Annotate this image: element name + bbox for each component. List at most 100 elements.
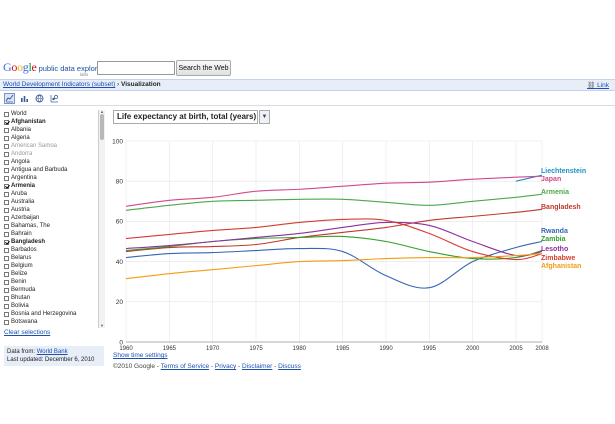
series-label[interactable]: Zimbabwe — [541, 255, 576, 262]
country-checkbox[interactable] — [4, 199, 9, 205]
country-checkbox[interactable] — [4, 295, 9, 301]
country-item[interactable]: Bolivia — [4, 302, 98, 310]
country-item[interactable]: Andorra — [4, 150, 98, 158]
country-item[interactable]: Bahamas, The — [4, 222, 98, 230]
show-time-settings-link[interactable]: Show time settings — [113, 352, 168, 359]
logo-product: public data explorer — [38, 64, 105, 73]
country-checkbox[interactable] — [4, 239, 9, 245]
series-label[interactable]: Rwanda — [541, 228, 568, 235]
country-checkbox[interactable] — [4, 127, 9, 133]
country-checkbox[interactable] — [4, 271, 9, 277]
country-item[interactable]: Bangladesh — [4, 238, 98, 246]
country-item[interactable]: Albania — [4, 126, 98, 134]
country-checkbox[interactable] — [4, 223, 9, 229]
series-label[interactable]: Bangladesh — [541, 204, 581, 211]
breadcrumb-current: Visualization — [121, 81, 161, 88]
country-label: Botswana — [11, 319, 38, 325]
country-item[interactable]: Algeria — [4, 134, 98, 142]
country-list-scrollbar[interactable]: ▲ ▼ — [98, 109, 105, 328]
country-checkbox[interactable] — [4, 231, 9, 237]
link-button[interactable]: ⛓ Link — [587, 81, 609, 89]
disclaimer-link[interactable]: Disclaimer — [242, 363, 273, 370]
data-source-link[interactable]: World Bank — [36, 349, 68, 355]
country-checkbox[interactable] — [4, 279, 9, 285]
series-label[interactable]: Zambia — [541, 236, 566, 243]
series-label[interactable]: Liechtenstein — [541, 168, 587, 175]
country-checkbox[interactable] — [4, 183, 9, 189]
country-item[interactable]: Antigua and Barbuda — [4, 166, 98, 174]
indicator-selector[interactable]: Life expectancy at birth, total (years) — [113, 110, 258, 124]
series-line — [125, 240, 543, 289]
country-checkbox[interactable] — [4, 111, 9, 117]
country-item[interactable]: Angola — [4, 158, 98, 166]
country-checkbox[interactable] — [4, 175, 9, 181]
country-checkbox[interactable] — [4, 215, 9, 221]
country-item[interactable]: Bermuda — [4, 286, 98, 294]
country-item[interactable]: Australia — [4, 198, 98, 206]
country-item[interactable]: Barbados — [4, 246, 98, 254]
privacy-link[interactable]: Privacy — [214, 363, 237, 370]
country-checkbox[interactable] — [4, 135, 9, 141]
country-checkbox[interactable] — [4, 151, 9, 157]
map-icon[interactable] — [34, 93, 45, 104]
series-label[interactable]: Afghanistan — [541, 263, 582, 270]
breadcrumb-dataset-link[interactable]: World Development Indicators (subset) — [3, 81, 116, 88]
country-item[interactable]: Bahrain — [4, 230, 98, 238]
series-label[interactable]: Lesotho — [541, 246, 569, 253]
line-chart[interactable]: 0 20 40 60 80 100 1960 1965 1970 1975 1980 1985 1990… — [106, 128, 615, 356]
bubble-chart-icon[interactable] — [49, 93, 60, 104]
country-checkbox[interactable] — [4, 303, 9, 309]
country-checkbox[interactable] — [4, 255, 9, 261]
country-checkbox[interactable] — [4, 319, 9, 325]
country-item[interactable]: Botswana — [4, 318, 98, 326]
country-checkbox[interactable] — [4, 263, 9, 269]
chevron-down-icon[interactable]: ▼ — [259, 110, 270, 124]
country-label: Antigua and Barbuda — [11, 167, 68, 173]
country-item[interactable]: Bhutan — [4, 294, 98, 302]
terms-link[interactable]: Terms of Service — [160, 363, 210, 370]
country-list[interactable]: World Afghanistan Albania Algeria American S… — [4, 110, 98, 328]
country-item[interactable]: World — [4, 110, 98, 118]
scroll-down-arrow-icon[interactable]: ▼ — [100, 323, 104, 328]
country-checkbox[interactable] — [4, 247, 9, 253]
country-item[interactable]: Azerbaijan — [4, 214, 98, 222]
series-line — [125, 208, 543, 253]
country-label: Belize — [11, 271, 28, 277]
country-item[interactable]: American Samoa — [4, 142, 98, 150]
country-item[interactable]: Afghanistan — [4, 118, 98, 126]
discuss-link[interactable]: Discuss — [278, 363, 301, 370]
country-item[interactable]: Bosnia and Herzegovina — [4, 310, 98, 318]
country-checkbox[interactable] — [4, 119, 9, 125]
country-label: Australia — [11, 199, 35, 205]
country-item[interactable]: Aruba — [4, 190, 98, 198]
country-checkbox[interactable] — [4, 207, 9, 213]
country-item[interactable]: Armenia — [4, 182, 98, 190]
country-item[interactable]: Belgium — [4, 262, 98, 270]
x-tick-label: 1970 — [206, 346, 220, 352]
scroll-up-arrow-icon[interactable]: ▲ — [100, 109, 104, 114]
series-line — [515, 174, 543, 182]
clear-selections-link[interactable]: Clear selections — [4, 329, 51, 336]
country-item[interactable]: Belarus — [4, 254, 98, 262]
country-item[interactable]: Argentina — [4, 174, 98, 182]
search-web-button[interactable]: Search the Web — [176, 60, 231, 76]
country-checkbox[interactable] — [4, 287, 9, 293]
country-item[interactable]: Belize — [4, 270, 98, 278]
country-checkbox[interactable] — [4, 143, 9, 149]
scrollbar-thumb[interactable] — [100, 114, 104, 140]
country-checkbox[interactable] — [4, 311, 9, 317]
country-checkbox[interactable] — [4, 191, 9, 197]
series-label[interactable]: Japan — [541, 176, 562, 183]
country-checkbox[interactable] — [4, 167, 9, 173]
link-label: Link — [597, 82, 609, 89]
bar-chart-icon[interactable] — [19, 93, 30, 104]
search-input[interactable] — [97, 61, 175, 75]
country-item[interactable]: Austria — [4, 206, 98, 214]
country-item[interactable]: Benin — [4, 278, 98, 286]
y-tick-label: 60 — [116, 219, 124, 226]
series-label[interactable]: Armenia — [541, 189, 570, 196]
country-checkbox[interactable] — [4, 159, 9, 165]
line-chart-icon[interactable] — [4, 93, 15, 104]
google-logo[interactable]: Google public data explorer labs — [3, 60, 105, 77]
country-label: Bahamas, The — [11, 223, 50, 229]
